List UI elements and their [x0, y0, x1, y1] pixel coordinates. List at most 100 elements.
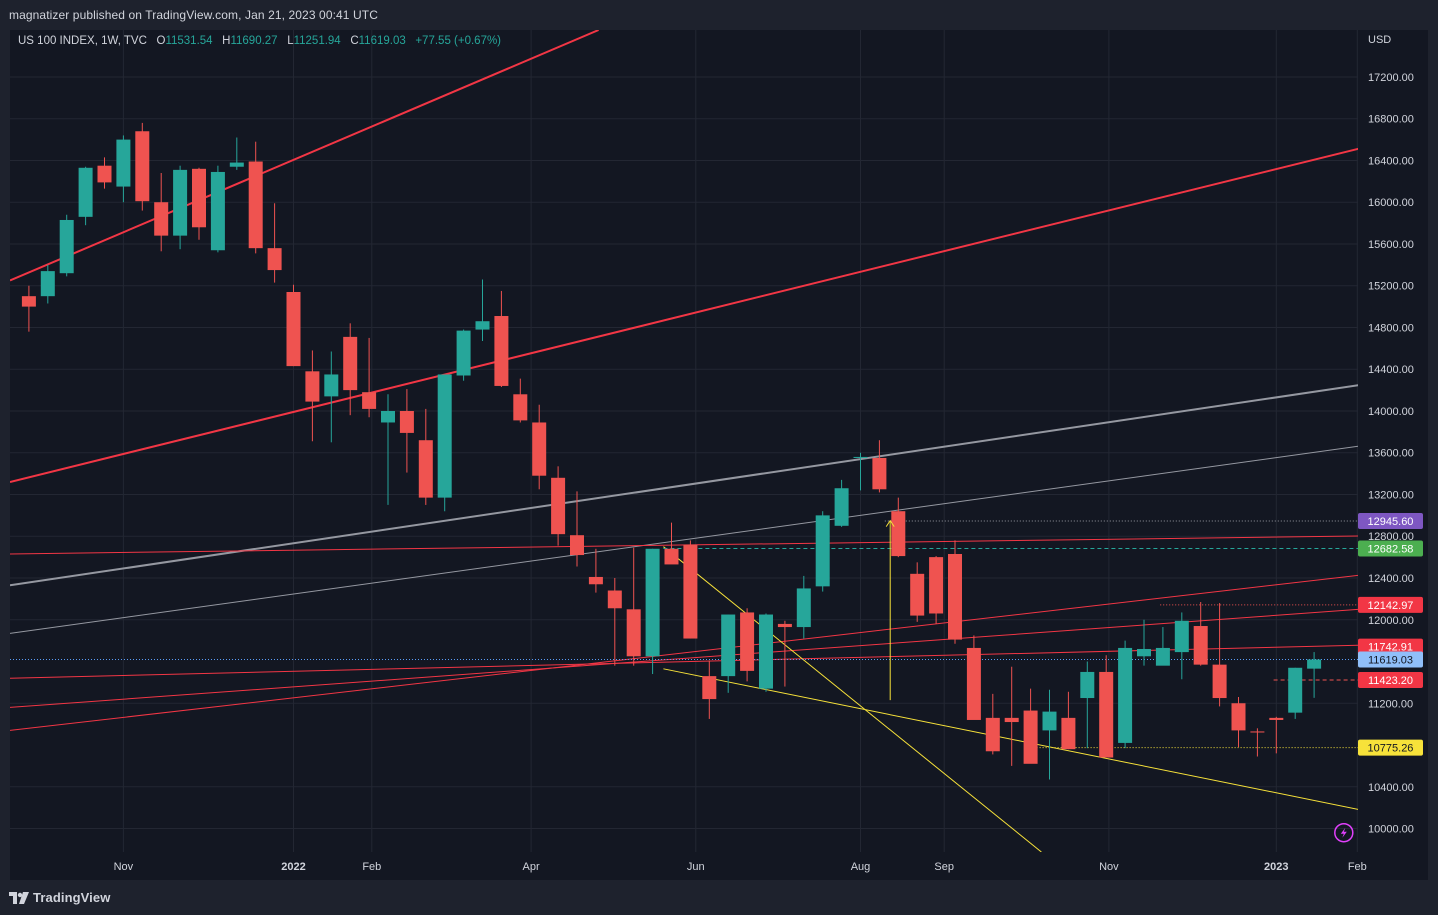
x-tick-label: Aug	[851, 861, 871, 873]
y-tick-label: 12800.00	[1368, 531, 1414, 543]
y-tick-label: 14800.00	[1368, 322, 1414, 334]
footer-bar: TradingView	[0, 880, 1438, 915]
candle-body	[97, 165, 112, 183]
open-value: 11531.54	[165, 35, 213, 47]
trendline-red	[10, 147, 1358, 483]
price-tag	[1358, 540, 1423, 557]
x-tick-label: 2022	[281, 861, 305, 873]
candle-body	[664, 548, 679, 565]
candle-body	[588, 576, 603, 585]
y-tick-label: 11200.00	[1368, 698, 1413, 710]
candle-body	[759, 614, 773, 689]
horizontal-lines	[10, 520, 1358, 749]
x-tick-label: Nov	[1099, 861, 1119, 873]
brand-text: TradingView	[33, 890, 111, 905]
candle-body	[721, 614, 736, 677]
trendline-yellow	[663, 668, 1358, 810]
x-tick-label: Apr	[523, 861, 540, 873]
candle-body	[1269, 717, 1284, 720]
candle-body	[210, 171, 225, 251]
price-tag-label: 11423.20	[1368, 675, 1413, 687]
candle-body	[834, 488, 849, 526]
candle-body	[475, 321, 490, 330]
candle-body	[853, 456, 868, 458]
y-tick-label: 16000.00	[1368, 197, 1414, 209]
candle-body	[494, 316, 509, 386]
candle-body	[815, 515, 830, 587]
open-label: O	[156, 35, 166, 47]
currency-label: USD	[1368, 34, 1392, 46]
candle-body	[891, 511, 906, 557]
candle-body	[1231, 703, 1246, 731]
y-tick-label: 10000.00	[1368, 824, 1414, 836]
change-value: +77.55 (+0.67%)	[415, 35, 502, 47]
y-tick-label: 14000.00	[1368, 406, 1414, 418]
candle-body	[248, 161, 263, 249]
price-tag-label: 12945.60	[1368, 516, 1414, 528]
lightning-event-icon[interactable]	[1334, 822, 1354, 843]
candlesticks	[21, 122, 1322, 780]
low-label: L	[287, 35, 294, 47]
candle-body	[966, 647, 981, 720]
published-info: magnatizer published on TradingView.com,…	[9, 8, 378, 22]
y-tick-label: 17200.00	[1368, 72, 1414, 84]
plot-area[interactable]	[10, 30, 1358, 852]
candle-body	[1023, 710, 1038, 764]
time-axis-labels: Nov 2022 Feb Apr Jun Aug Sep Nov 2023 Feb	[114, 861, 1367, 873]
candle-body	[948, 553, 962, 640]
candle-body	[192, 168, 206, 228]
candle-body	[702, 676, 717, 700]
candle-body	[1061, 717, 1076, 750]
symbol-name: US 100 INDEX, 1W, TVC	[18, 35, 147, 47]
y-tick-label: 13200.00	[1368, 489, 1414, 501]
high-label: H	[222, 35, 231, 47]
high-value: 11690.27	[230, 35, 278, 47]
candle-body	[59, 219, 74, 274]
price-tag-label: 12142.97	[1368, 600, 1414, 612]
price-tag-label: 11742.91	[1368, 642, 1413, 654]
candle-body	[324, 374, 339, 397]
candle-body	[21, 296, 36, 307]
close-value: 11619.03	[358, 35, 406, 47]
candle-body	[1174, 620, 1189, 653]
candle-body	[1080, 671, 1095, 699]
candle-body	[872, 457, 887, 490]
candle-body	[40, 271, 55, 297]
candle-body	[985, 717, 1000, 752]
low-value: 11251.94	[293, 35, 341, 47]
time-axis[interactable]	[10, 852, 1428, 880]
tradingview-brand[interactable]: TradingView	[9, 890, 110, 905]
price-tag	[1358, 651, 1423, 668]
x-tick-label: Feb	[1348, 861, 1367, 873]
candle-body	[1137, 648, 1151, 657]
candle-body	[607, 590, 622, 609]
candle-body	[399, 410, 414, 433]
price-tag	[1358, 671, 1423, 688]
candle-body	[1099, 671, 1114, 758]
candle-body	[305, 371, 320, 402]
price-tags: 12945.60 12682.58 12142.97 11742.9111619.03…	[1358, 513, 1423, 756]
candle-body	[683, 544, 698, 639]
lightning-bolt-icon	[1340, 827, 1347, 838]
candle-body	[740, 612, 755, 671]
y-tick-label: 10400.00	[1368, 782, 1414, 794]
trendline-gray	[10, 445, 1358, 634]
price-axis[interactable]	[1358, 30, 1428, 852]
close-label: C	[350, 35, 359, 47]
trendline-red	[10, 30, 599, 282]
candle-body	[154, 202, 169, 236]
candle-body	[362, 392, 377, 409]
candle-body	[910, 573, 925, 616]
price-tag	[1358, 596, 1423, 613]
price-tag-label: 11619.03	[1368, 655, 1413, 667]
candle-body	[286, 291, 301, 367]
candle-body	[1193, 626, 1208, 665]
price-tag-label: 12682.58	[1368, 544, 1414, 556]
candle-body	[1250, 731, 1265, 733]
header-bar: magnatizer published on TradingView.com,…	[0, 0, 1438, 30]
price-axis-labels: 10000.00 10400.00 11200.00 12000.00 12400.00…	[1368, 72, 1414, 836]
candle-body	[1307, 659, 1322, 669]
y-tick-label: 14400.00	[1368, 364, 1414, 376]
candle-body	[1118, 647, 1133, 743]
